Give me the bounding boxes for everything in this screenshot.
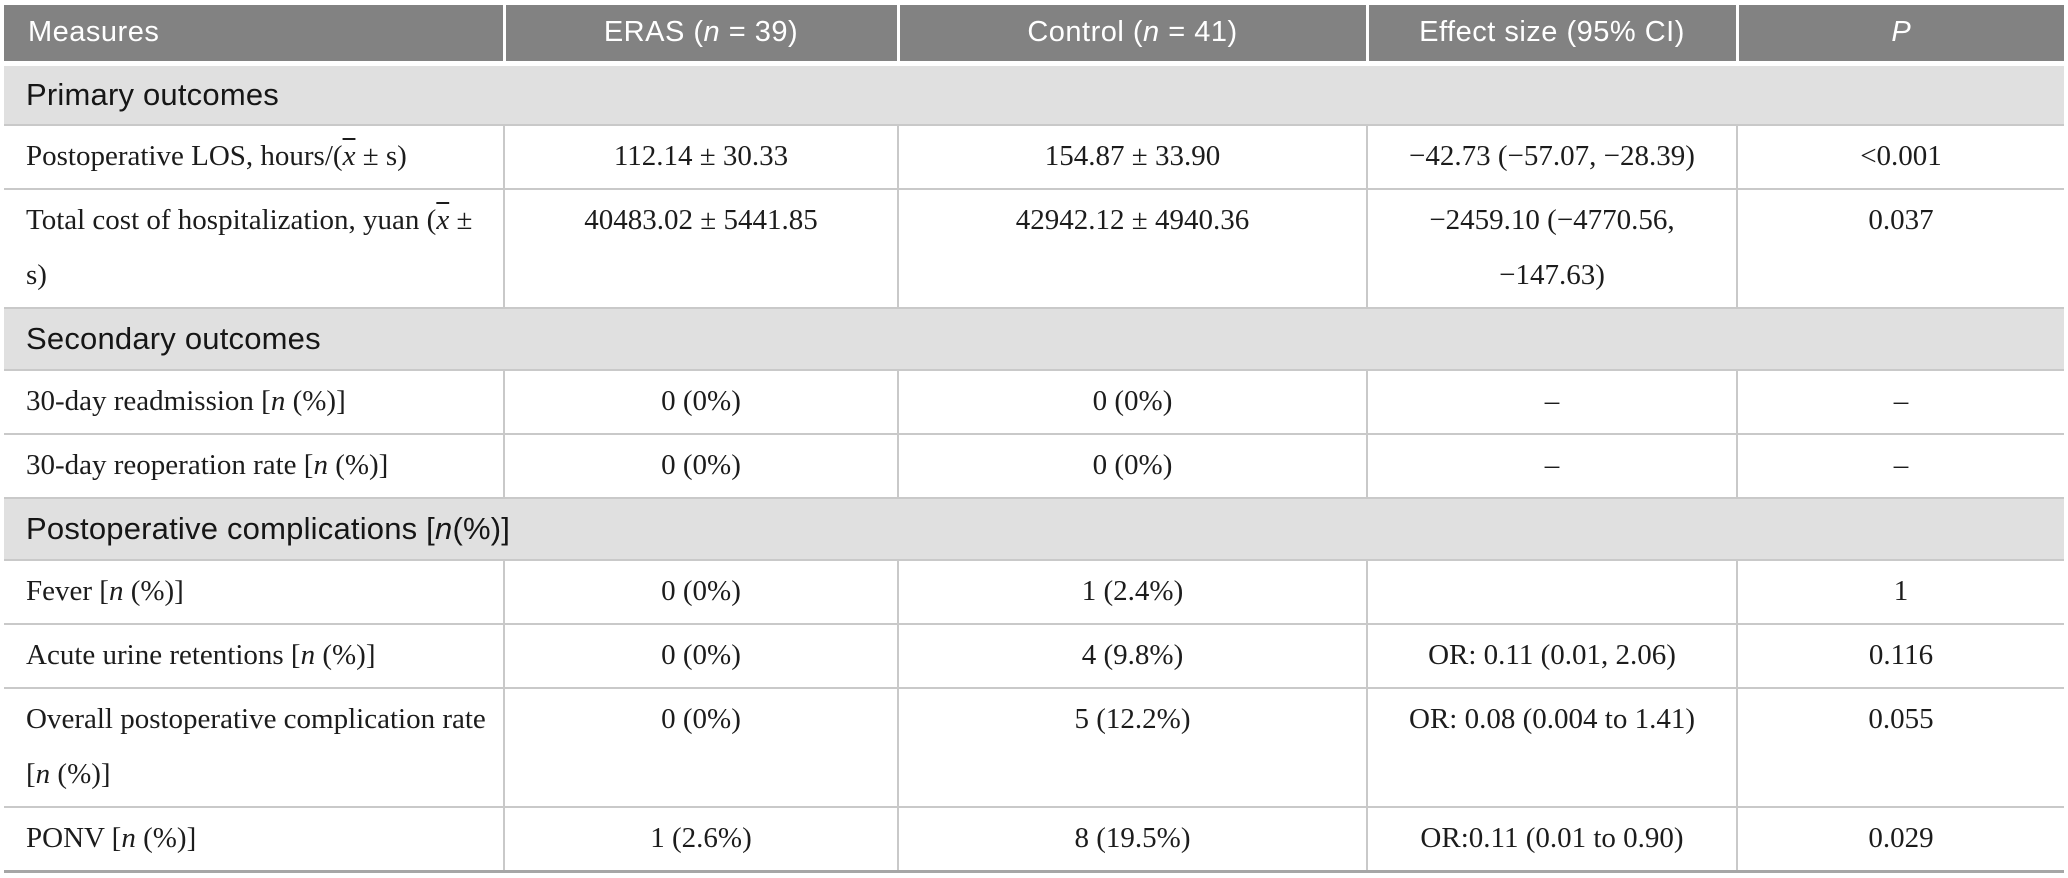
cell-eras: 1 (2.6%) — [503, 806, 898, 873]
col-header-eras: ERAS (n = 39) — [502, 5, 898, 66]
cell-control: 42942.12 ± 4940.36 — [897, 188, 1367, 308]
cell-eras: 0 (0%) — [503, 369, 898, 434]
table-header: Measures ERAS (n = 39) Control (n = 41) … — [4, 5, 2064, 66]
table-row-30-day-reoperation: 30-day reoperation rate [n (%)] 0 (0%) 0… — [4, 433, 2064, 498]
cell-effect-size: −2459.10 (−4770.56, −147.63) — [1366, 188, 1737, 308]
cell-eras: 112.14 ± 30.33 — [503, 124, 898, 189]
cell-measure: PONV [n (%)] — [4, 806, 504, 873]
cell-measure: Total cost of hospitalization, yuan (x ±… — [4, 188, 504, 308]
col-header-p-value: P — [1735, 5, 2064, 66]
table-row-acute-urine-retentions: Acute urine retentions [n (%)] 0 (0%) 4 … — [4, 623, 2064, 688]
outcomes-table: Measures ERAS (n = 39) Control (n = 41) … — [4, 5, 2064, 873]
col-header-effect-size: Effect size (95% CI) — [1365, 5, 1737, 66]
cell-measure: Postoperative LOS, hours/(x ± s) — [4, 124, 504, 189]
cell-p-value: 0.116 — [1736, 623, 2064, 688]
cell-effect-size: OR: 0.11 (0.01, 2.06) — [1366, 623, 1737, 688]
cell-effect-size: OR: 0.08 (0.004 to 1.41) — [1366, 687, 1737, 807]
cell-eras: 0 (0%) — [503, 559, 898, 624]
cell-effect-size: – — [1366, 433, 1737, 498]
table-row-overall-complication-rate: Overall postoperative complication rate … — [4, 687, 2064, 807]
table-row-30-day-readmission: 30-day readmission [n (%)] 0 (0%) 0 (0%)… — [4, 369, 2064, 434]
header-row: Measures ERAS (n = 39) Control (n = 41) … — [4, 5, 2064, 66]
section-row-secondary-outcomes: Secondary outcomes — [4, 307, 2064, 371]
col-header-control: Control (n = 41) — [896, 5, 1367, 66]
cell-p-value: – — [1736, 369, 2064, 434]
table-row-fever: Fever [n (%)] 0 (0%) 1 (2.4%) 1 — [4, 559, 2064, 624]
cell-control: 154.87 ± 33.90 — [897, 124, 1367, 189]
table-row-ponv: PONV [n (%)] 1 (2.6%) 8 (19.5%) OR:0.11 … — [4, 806, 2064, 873]
cell-effect-size: OR:0.11 (0.01 to 0.90) — [1366, 806, 1737, 873]
cell-control: 0 (0%) — [897, 433, 1367, 498]
cell-control: 5 (12.2%) — [897, 687, 1367, 807]
cell-measure: Acute urine retentions [n (%)] — [4, 623, 504, 688]
cell-p-value: 1 — [1736, 559, 2064, 624]
cell-measure: Fever [n (%)] — [4, 559, 504, 624]
cell-eras: 40483.02 ± 5441.85 — [503, 188, 898, 308]
cell-measure: Overall postoperative complication rate … — [4, 687, 504, 807]
cell-eras: 0 (0%) — [503, 433, 898, 498]
col-header-measures: Measures — [4, 5, 504, 66]
cell-effect-size: −42.73 (−57.07, −28.39) — [1366, 124, 1737, 189]
cell-effect-size — [1366, 559, 1737, 624]
section-title: Postoperative complications [n(%)] — [4, 497, 2064, 561]
cell-control: 0 (0%) — [897, 369, 1367, 434]
section-row-postoperative-complications: Postoperative complications [n(%)] — [4, 497, 2064, 561]
table-body: Primary outcomes Postoperative LOS, hour… — [4, 62, 2064, 873]
cell-eras: 0 (0%) — [503, 687, 898, 807]
cell-p-value: 0.037 — [1736, 188, 2064, 308]
section-title: Secondary outcomes — [4, 307, 2064, 371]
table-row-total-cost: Total cost of hospitalization, yuan (x ±… — [4, 188, 2064, 308]
cell-effect-size: – — [1366, 369, 1737, 434]
cell-p-value: 0.029 — [1736, 806, 2064, 873]
cell-eras: 0 (0%) — [503, 623, 898, 688]
section-row-primary-outcomes: Primary outcomes — [4, 62, 2064, 126]
cell-p-value: 0.055 — [1736, 687, 2064, 807]
cell-measure: 30-day readmission [n (%)] — [4, 369, 504, 434]
cell-control: 4 (9.8%) — [897, 623, 1367, 688]
table-row-postoperative-los: Postoperative LOS, hours/(x ± s) 112.14 … — [4, 124, 2064, 189]
cell-control: 1 (2.4%) — [897, 559, 1367, 624]
cell-measure: 30-day reoperation rate [n (%)] — [4, 433, 504, 498]
cell-p-value: <0.001 — [1736, 124, 2064, 189]
cell-p-value: – — [1736, 433, 2064, 498]
section-title: Primary outcomes — [4, 62, 2064, 126]
cell-control: 8 (19.5%) — [897, 806, 1367, 873]
